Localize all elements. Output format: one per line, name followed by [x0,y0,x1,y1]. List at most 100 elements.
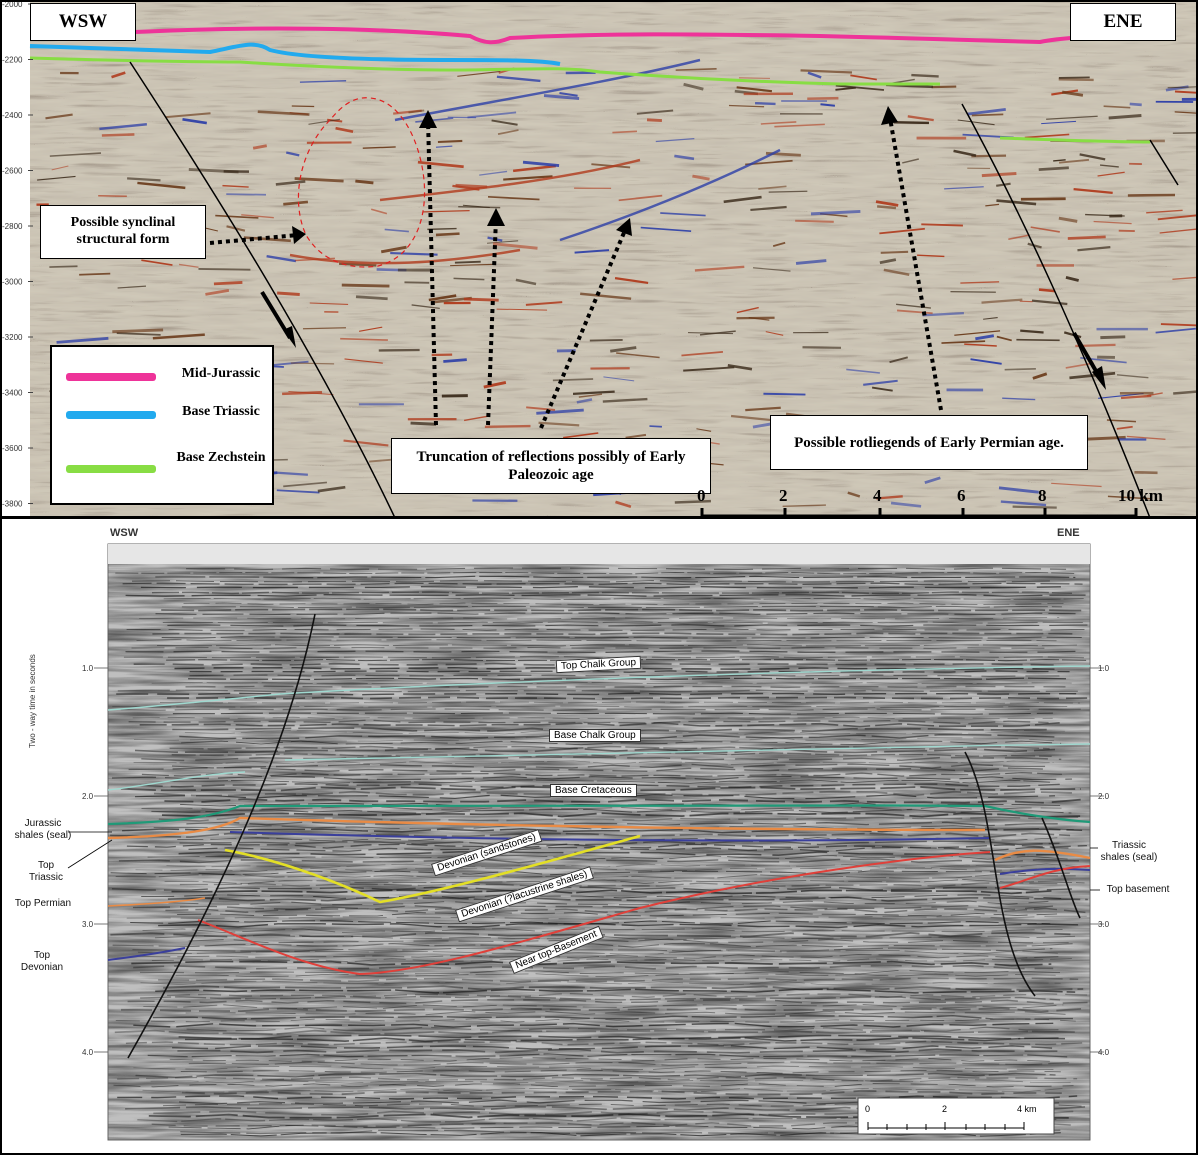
reflector-segment [1085,213,1125,217]
seismic-trace [140,980,1061,986]
fault-line-east-bottom [964,751,1036,997]
depth-tick-label: -2000 [2,0,23,9]
reflector-segment [343,439,389,447]
strong-reflector [394,58,701,122]
seismic-trace [183,602,1064,605]
reflector-segment [674,499,711,504]
reflector-segment [1172,132,1198,135]
reflector-segment [1041,120,1077,125]
fault-line-east-2 [1149,139,1179,186]
reflector-segment [463,415,489,422]
reflector-segment [941,340,986,344]
reflector-segment [222,184,249,188]
depth-tick-label: -2800 [2,222,23,231]
reflector-segment [417,160,464,169]
seismic-trace [172,727,1053,733]
reflector-segment [335,126,354,133]
seismic-trace [133,662,1054,666]
seismic-trace [181,1089,1062,1096]
top-scale-label-8: 8 [1038,486,1047,505]
fault-arrow-east [1072,331,1106,390]
reflector-segment [1031,299,1068,306]
reflector-segment [410,421,437,426]
bottom-corner-ene: ENE [1057,527,1080,539]
reflector-segment [1063,331,1082,339]
reflector-segment [1020,329,1044,334]
reflector-segment [960,281,1000,284]
callout-syncline: Possible synclinal structural form [40,205,206,259]
label-jurassic-shales: Jurassic shales (seal) [14,818,72,841]
reflector-segment [457,70,501,77]
reflector-segment [802,346,842,349]
reflector-segment [863,379,898,386]
reflector-segment [694,265,745,272]
seismic-trace [189,674,1070,677]
reflector-segment [275,180,306,186]
reflector-segment [750,205,787,212]
strong-reflector [379,158,641,202]
seismic-trace [171,889,1052,895]
reflector-segment [875,200,899,207]
seismic-reflectors-bottom [110,567,1088,1137]
legend-label-base-zechstein: Base Zechstein [176,450,266,465]
reflector-segment [512,164,556,173]
reflector-segment [954,330,1001,336]
seismic-trace [177,1048,1058,1054]
seismic-trace [168,900,1049,906]
legend-item-base-triassic: Base Triassic [62,403,272,443]
reflector-segment [226,193,267,196]
top-scale-label-0: 0 [697,486,706,505]
reflector-segment [738,77,770,79]
reflector-segment [1065,362,1094,369]
seismic-trace [185,1010,1066,1016]
reflector-segment [526,406,556,412]
reflector-segment [1116,374,1149,379]
seismic-trace [188,677,1069,681]
reflector-segment [522,160,560,168]
seismic-trace [120,708,1081,711]
reflector-segment [283,481,328,488]
fault-line-east-bottom-2 [1041,817,1081,919]
reflector-segment [660,212,706,217]
reflector-segment [1106,419,1137,423]
seismic-trace [152,632,1073,636]
reflector-segment [1067,235,1106,240]
near-top-basement-horizon [197,851,1091,976]
seismic-trace [156,644,1077,647]
reflector-segment [625,433,647,439]
reflector-segment [728,104,765,108]
label-leader-lines [67,831,1100,891]
seismic-trace [150,1079,1071,1084]
reflector-segment [1172,276,1198,280]
reflector-segment [1053,159,1066,162]
seismic-trace [161,608,1082,612]
reflector-segment [727,363,753,371]
dotted-arrows [209,117,943,429]
seismic-trace [140,585,1061,589]
reflector-segment [1108,114,1142,120]
seismic-trace [185,685,1066,689]
reflector-segment [795,219,834,223]
reflector-segment [655,137,695,143]
reflector-segment [51,165,69,171]
reflector-segment [649,425,662,428]
reflector-segment [1004,367,1036,371]
reflector-segment [985,203,1000,207]
reflector-segment [408,109,425,114]
seismic-trace [179,733,1060,740]
legend-label-base-triassic: Base Triassic [182,404,260,419]
label-top-permian: Top Permian [14,898,72,909]
seismic-trace [161,812,1083,818]
reflector-segment [99,123,147,131]
reflector-segment [1079,153,1106,161]
reflector-segment [283,200,309,206]
reflector-segment [355,295,388,301]
bottom-scale-bar [857,1097,1055,1135]
reflector-segment [479,170,508,176]
reflector-segment [921,223,963,227]
reflector-segment [1058,216,1078,223]
reflector-segment [893,121,929,125]
reflector-segment [467,111,517,119]
reflector-segment [636,109,674,115]
reflector-segment [602,397,648,403]
